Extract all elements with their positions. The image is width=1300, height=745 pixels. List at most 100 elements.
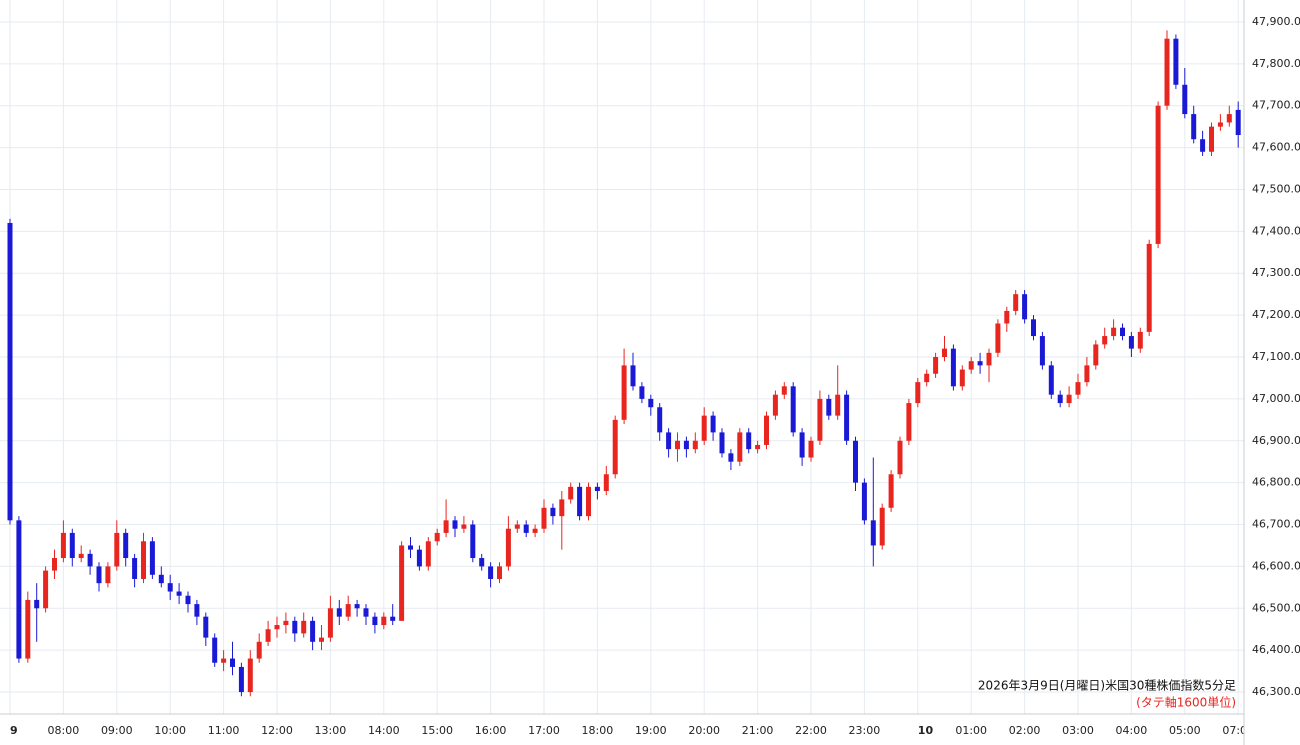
x-tick-label: 21:00	[742, 724, 774, 737]
y-tick-label: 47,000.00	[1252, 392, 1300, 405]
y-tick-label: 46,700.00	[1252, 518, 1300, 531]
candle-body	[345, 604, 351, 617]
candle-body	[550, 507, 556, 517]
x-tick-label: 12:00	[261, 724, 293, 737]
candle-body	[497, 566, 502, 579]
x-tick-label: 01:00	[955, 724, 987, 737]
candle-body	[781, 386, 787, 395]
candle-body	[844, 394, 850, 441]
candle-body	[327, 608, 333, 638]
y-tick-label: 46,500.00	[1252, 601, 1300, 614]
candle-body	[132, 558, 138, 579]
candle-body	[799, 432, 805, 458]
x-tick-label: 08:00	[48, 724, 80, 737]
candle-body	[505, 528, 511, 567]
candle-body	[194, 604, 200, 617]
candle-body	[701, 415, 707, 441]
candle-body	[559, 499, 565, 517]
candle-body	[1137, 331, 1143, 349]
candle-body	[69, 532, 75, 559]
candle-body	[675, 440, 680, 450]
candle-body	[897, 440, 903, 475]
candle-body	[363, 608, 369, 617]
x-tick-label: 19:00	[635, 724, 667, 737]
candle-body	[514, 524, 520, 529]
candle-body	[532, 528, 538, 533]
candle-body	[43, 570, 49, 609]
candle-body	[265, 629, 271, 642]
candle-body	[221, 658, 227, 663]
candle-body	[1164, 38, 1170, 106]
candle-body	[60, 532, 66, 559]
candle-body	[594, 486, 600, 492]
candle-body	[568, 486, 574, 500]
candle-body	[683, 440, 689, 450]
y-tick-label: 47,300.00	[1252, 266, 1300, 279]
candle-body	[612, 419, 618, 475]
candle-body	[1182, 84, 1188, 115]
candle-body	[621, 365, 627, 420]
candle-body	[1057, 394, 1063, 404]
candle-body	[1013, 294, 1019, 311]
x-tick-label: 13:00	[315, 724, 347, 737]
candle-body	[817, 398, 823, 441]
candle-body	[372, 616, 378, 626]
candle-body	[381, 616, 387, 626]
candle-body	[123, 532, 129, 559]
candle-body	[256, 641, 262, 659]
y-tick-label: 47,400.00	[1252, 224, 1300, 237]
candle-body	[1004, 310, 1010, 324]
y-tick-label: 47,200.00	[1252, 308, 1300, 321]
x-tick-label: 10:00	[154, 724, 186, 737]
candle-body	[87, 553, 93, 567]
candle-body	[1155, 105, 1161, 244]
x-tick-label: 04:00	[1116, 724, 1148, 737]
candle-body	[461, 524, 467, 529]
x-axis: 9 08:00 09:00 10:00 11:00 12:00 13:00 14:00 15:0…	[10, 724, 1244, 737]
candle-body	[968, 361, 974, 370]
candle-body	[52, 558, 57, 571]
candle-body	[1235, 109, 1241, 136]
candle-body	[105, 566, 111, 584]
candle-body	[283, 620, 289, 626]
candle-body	[1209, 126, 1214, 152]
candle-body	[25, 599, 31, 659]
candle-body	[301, 620, 307, 634]
candle-body	[1191, 114, 1197, 140]
candle-body	[764, 415, 769, 445]
candle-body	[977, 361, 983, 366]
candle-body	[728, 453, 734, 462]
x-tick-label: 15:00	[421, 724, 453, 737]
candle-body	[1022, 294, 1028, 320]
candle-body	[292, 620, 298, 634]
candle-body	[1111, 327, 1117, 337]
y-tick-label: 46,800.00	[1252, 476, 1300, 489]
chart-title: 2026年3月9日(月曜日)米国30種株価指数5分足	[978, 678, 1236, 693]
candle-body	[479, 558, 485, 567]
x-tick-label: 11:00	[208, 724, 240, 737]
candle-body	[603, 474, 609, 492]
grid	[0, 0, 1244, 714]
candle-body	[319, 637, 324, 642]
candle-body	[541, 507, 547, 529]
y-tick-label: 47,900.00	[1252, 15, 1300, 28]
candle-body	[772, 394, 778, 416]
candle-body	[203, 616, 209, 638]
candle-body	[176, 591, 182, 596]
candle-body	[443, 520, 449, 533]
candle-body	[212, 637, 218, 663]
candle-body	[336, 608, 342, 617]
candle-body	[434, 532, 440, 542]
candle-body	[933, 357, 939, 374]
candle-body	[888, 474, 894, 508]
candle-body	[238, 666, 244, 693]
candle-body	[648, 398, 654, 408]
candle-body	[96, 566, 102, 584]
candle-body	[746, 432, 752, 450]
candle-body	[924, 373, 930, 383]
candle-body	[915, 382, 921, 404]
candle-body	[870, 520, 876, 546]
candle-body	[1031, 319, 1036, 337]
candle-body	[1084, 365, 1090, 383]
